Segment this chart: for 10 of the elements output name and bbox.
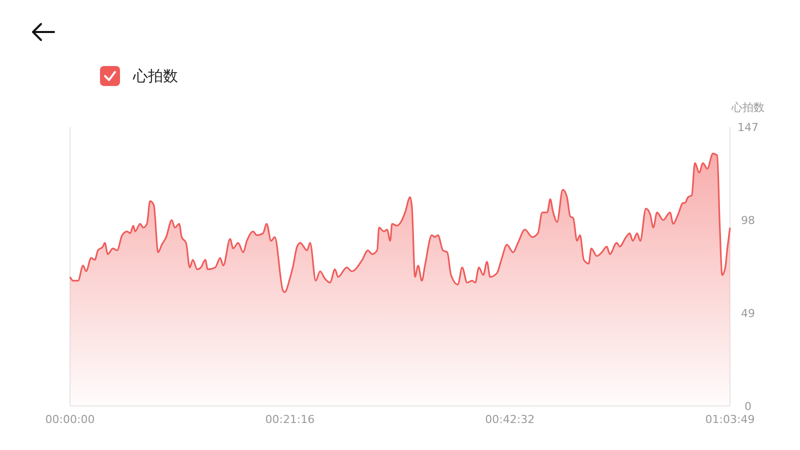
x-tick-label: 00:42:32 — [485, 413, 535, 426]
y-axis-title: 心拍数 — [730, 101, 764, 114]
x-tick-label: 01:03:49 — [705, 413, 755, 426]
y-tick-label: 0 — [744, 400, 752, 413]
y-tick-label: 98 — [741, 214, 755, 227]
y-tick-label: 49 — [741, 306, 755, 320]
y-tick-label: 147 — [738, 120, 758, 134]
x-tick-label: 00:00:00 — [45, 413, 95, 426]
x-tick-label: 00:21:16 — [265, 413, 315, 426]
legend-label: 心拍数 — [132, 67, 178, 85]
